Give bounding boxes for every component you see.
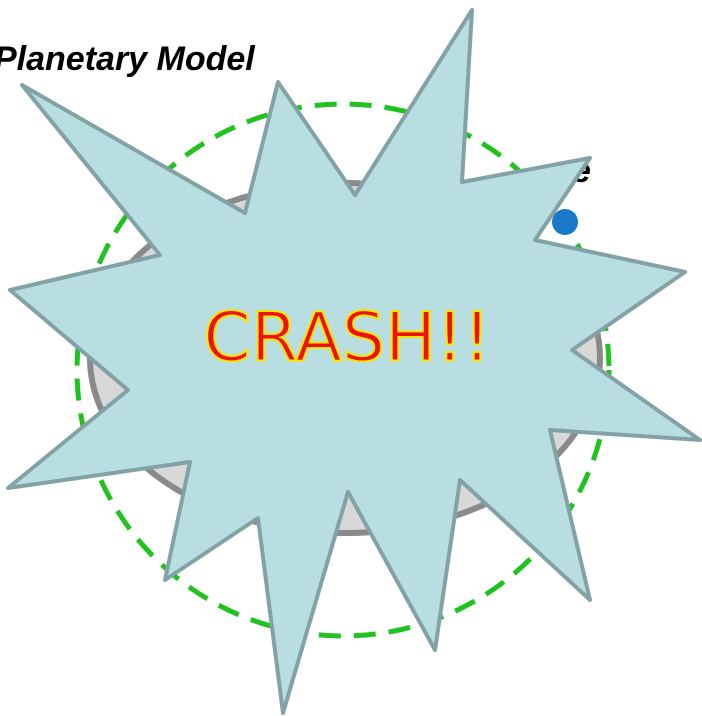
title: Planetary Model: [0, 40, 256, 78]
crash-text: CRASH!!: [203, 299, 490, 378]
electron: [552, 209, 578, 235]
diagram: Planetary Model e CRASH!!: [0, 0, 702, 716]
